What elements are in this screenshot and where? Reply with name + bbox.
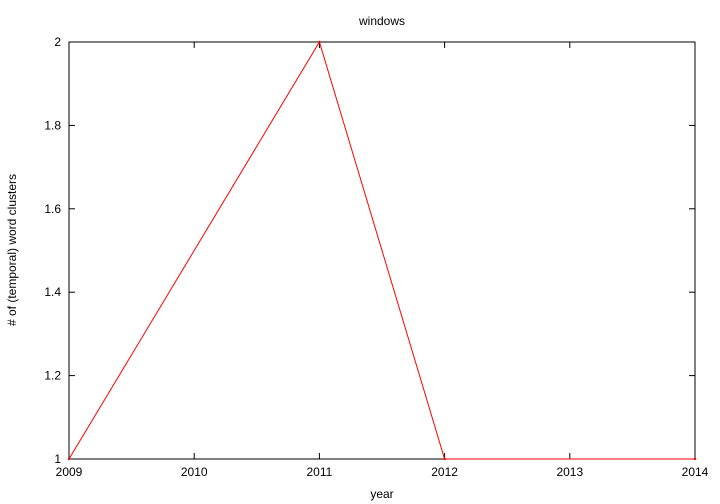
y-axis-title: # of (temporal) word clusters bbox=[5, 174, 19, 326]
data-point bbox=[443, 457, 446, 461]
x-axis-title: year bbox=[370, 487, 393, 501]
y-tick-label: 1.8 bbox=[44, 118, 61, 132]
chart-title: windows bbox=[358, 14, 405, 28]
x-tick-label: 2011 bbox=[306, 465, 332, 479]
x-tick-label: 2014 bbox=[682, 465, 709, 479]
data-point bbox=[693, 457, 697, 461]
data-point bbox=[67, 457, 71, 461]
plot-area: 2009 2010 2011 2012 2013 2014 1 1.2 1.4 1.6 1.8 2 bbox=[44, 35, 708, 479]
y-tick-label: 1.4 bbox=[44, 285, 61, 299]
x-tick-label: 2013 bbox=[556, 465, 583, 479]
x-tick-label: 2010 bbox=[181, 465, 208, 479]
y-tick-label: 1.6 bbox=[44, 202, 61, 216]
data-point bbox=[318, 40, 321, 44]
y-tick-label: 1.2 bbox=[44, 369, 61, 383]
y-tick-label: 2 bbox=[54, 35, 61, 49]
x-tick-label: 2012 bbox=[431, 465, 458, 479]
series-line bbox=[68, 40, 695, 460]
y-tick-label: 1 bbox=[54, 452, 61, 466]
plot-frame bbox=[68, 41, 696, 460]
x-tick-label: 2009 bbox=[56, 465, 83, 479]
